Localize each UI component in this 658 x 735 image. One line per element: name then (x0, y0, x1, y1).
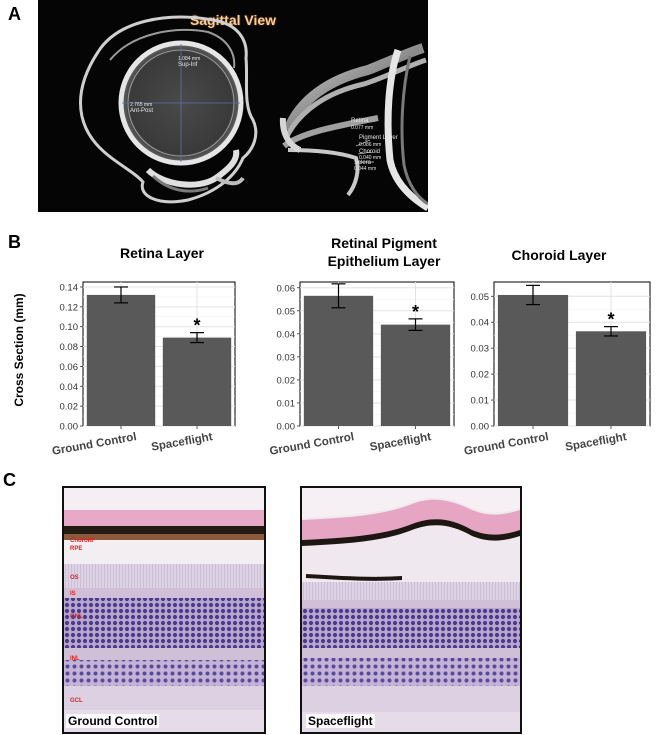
y-tick-label: 0.03 (277, 352, 296, 363)
ant-post-label: Ant-Post (130, 108, 154, 114)
ground-control-histology-drawing (64, 488, 264, 732)
y-tick-label: 0.05 (277, 306, 296, 317)
layer-tag-is: IS (70, 591, 76, 597)
x-category-label: Ground Control (51, 431, 137, 458)
layer-tag-choroid: Choroid (70, 538, 93, 544)
retina-ct-label: Retina (351, 118, 369, 124)
x-category-label: Ground Control (463, 431, 549, 458)
choroid-chart-title: Choroid Layer (511, 247, 607, 263)
y-tick-label: 0.04 (60, 382, 79, 393)
y-tick-label: 0.10 (60, 322, 79, 333)
sagittal-view-title: Sagittal View (189, 12, 277, 28)
y-tick-label: 0.08 (60, 342, 79, 353)
y-tick-label: 0.00 (277, 422, 296, 433)
retina-ct-value: 0.077 mm (351, 125, 374, 131)
y-tick-label: 0.02 (277, 375, 296, 386)
x-category-label: Spaceflight (369, 431, 432, 454)
histology-ground-control: Choroid RPE OS IS ONL INL GCL Ground Con… (62, 486, 266, 734)
sclera-ct-value: 0.044 mm (354, 166, 377, 172)
ground-control-label: Ground Control (66, 714, 160, 728)
spaceflight-histology-drawing (302, 488, 520, 732)
sagittal-ct-image: Sagittal View (38, 0, 428, 212)
layer-tag-inl: INL (70, 656, 80, 662)
y-tick-label: 0.06 (277, 283, 296, 294)
rpe-chart-title: Retinal Pigment Epithelium Layer (304, 234, 464, 270)
ant-post-value: 2.765 mm (130, 102, 153, 108)
significance-marker: * (607, 310, 614, 330)
y-tick-label: 0.01 (277, 398, 296, 409)
panel-c-letter: C (3, 470, 16, 490)
rpe-title-line-2: Epithelium Layer (327, 253, 441, 269)
y-tick-label: 0.04 (471, 318, 490, 329)
y-tick-label: 0.05 (471, 292, 490, 303)
y-axis-title: Cross Section (mm) (12, 293, 26, 406)
significance-marker: * (412, 302, 419, 322)
pigment-ct-value: 0.086 mm (359, 142, 382, 148)
y-tick-label: 0.02 (471, 370, 490, 381)
y-tick-label: 0.12 (60, 302, 79, 313)
bar (575, 331, 647, 426)
bar (380, 324, 451, 426)
sup-inf-value: 1.084 mm (178, 56, 201, 62)
panel-a-letter: A (8, 4, 21, 24)
bar (497, 294, 569, 426)
rpe-chart: 0.00 0.01 0.02 0.03 0.04 0.05 0.06 Ground Contr… (269, 281, 455, 458)
y-tick-label: 0.14 (60, 282, 79, 293)
x-category-label: Spaceflight (564, 431, 627, 454)
retina-chart-title: Retina Layer (119, 245, 205, 261)
layer-tag-onl: ONL (70, 614, 83, 620)
eye-ct-drawing (79, 15, 428, 212)
significance-marker: * (193, 316, 200, 336)
y-tick-label: 0.00 (60, 422, 79, 433)
y-tick-label: 0.01 (471, 396, 490, 407)
sup-inf-label: Sup-Inf (178, 62, 198, 68)
bar (162, 337, 232, 426)
rpe-title-line-1: Retinal Pigment (331, 235, 437, 251)
bar (86, 294, 156, 426)
choroid-ct-label: Choroid (359, 149, 381, 155)
y-tick-label: 0.00 (471, 422, 490, 433)
x-category-label: Spaceflight (150, 431, 213, 454)
layer-tag-rpe: RPE (70, 546, 83, 552)
spaceflight-label: Spaceflight (306, 714, 375, 728)
choroid-chart: 0.00 0.01 0.02 0.03 0.04 0.05 Ground Control * S… (463, 281, 651, 458)
choroid-ct-value: 0.040 mm (359, 155, 382, 161)
x-category-label: Ground Control (269, 431, 355, 458)
bar (303, 295, 374, 426)
histology-spaceflight: Spaceflight (300, 486, 522, 734)
sclera-ct-label: Sclera (354, 160, 372, 166)
y-tick-label: 0.02 (60, 402, 79, 413)
y-tick-label: 0.04 (277, 329, 296, 340)
y-axis-title-wrap: Cross Section (mm) (10, 270, 30, 430)
y-tick-label: 0.06 (60, 362, 79, 373)
layer-tag-gcl: GCL (70, 698, 83, 704)
panel-b-letter: B (8, 232, 21, 252)
y-tick-label: 0.03 (471, 344, 490, 355)
layer-tag-os: OS (70, 575, 79, 581)
pigment-ct-label: Pigment Layer (359, 135, 398, 141)
retina-chart: 0.00 0.02 0.04 0.06 0.08 0.10 0.12 0.14 Ground C… (51, 281, 236, 458)
